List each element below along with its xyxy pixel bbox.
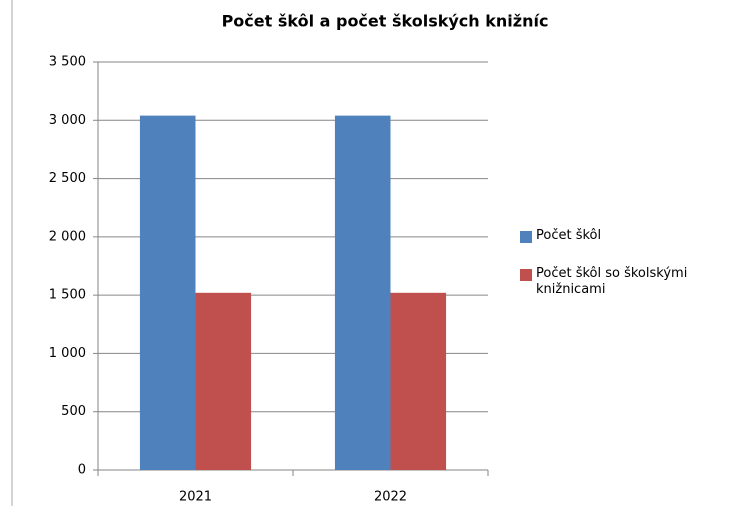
bar [390,292,447,470]
y-tick-label: 2 500 [49,171,86,186]
y-tick-label: 3 000 [49,113,86,128]
legend-item: Počet škôl so školskými knižnicami [520,266,745,298]
bar [195,292,252,470]
y-tick-label: 3 500 [49,55,86,70]
legend-label: Počet škôl [536,228,602,243]
legend-swatch [520,231,532,243]
x-tick-label: 2022 [374,490,407,505]
y-tick-label: 2 000 [49,229,86,244]
y-tick-label: 1 500 [49,288,86,303]
legend: Počet škôl Počet škôl so školskými knižni… [520,228,745,320]
bar [139,115,196,470]
legend-swatch [520,269,532,281]
y-tick-label: 500 [61,404,86,419]
y-tick-label: 1 000 [49,346,86,361]
bar [334,115,391,470]
x-tick-label: 2021 [179,490,212,505]
legend-label: Počet škôl so školskými knižnicami [536,266,688,297]
legend-item: Počet škôl [520,228,745,244]
y-tick-label: 0 [78,463,86,478]
chart-title: Počet škôl a počet školských knižníc [222,12,549,31]
